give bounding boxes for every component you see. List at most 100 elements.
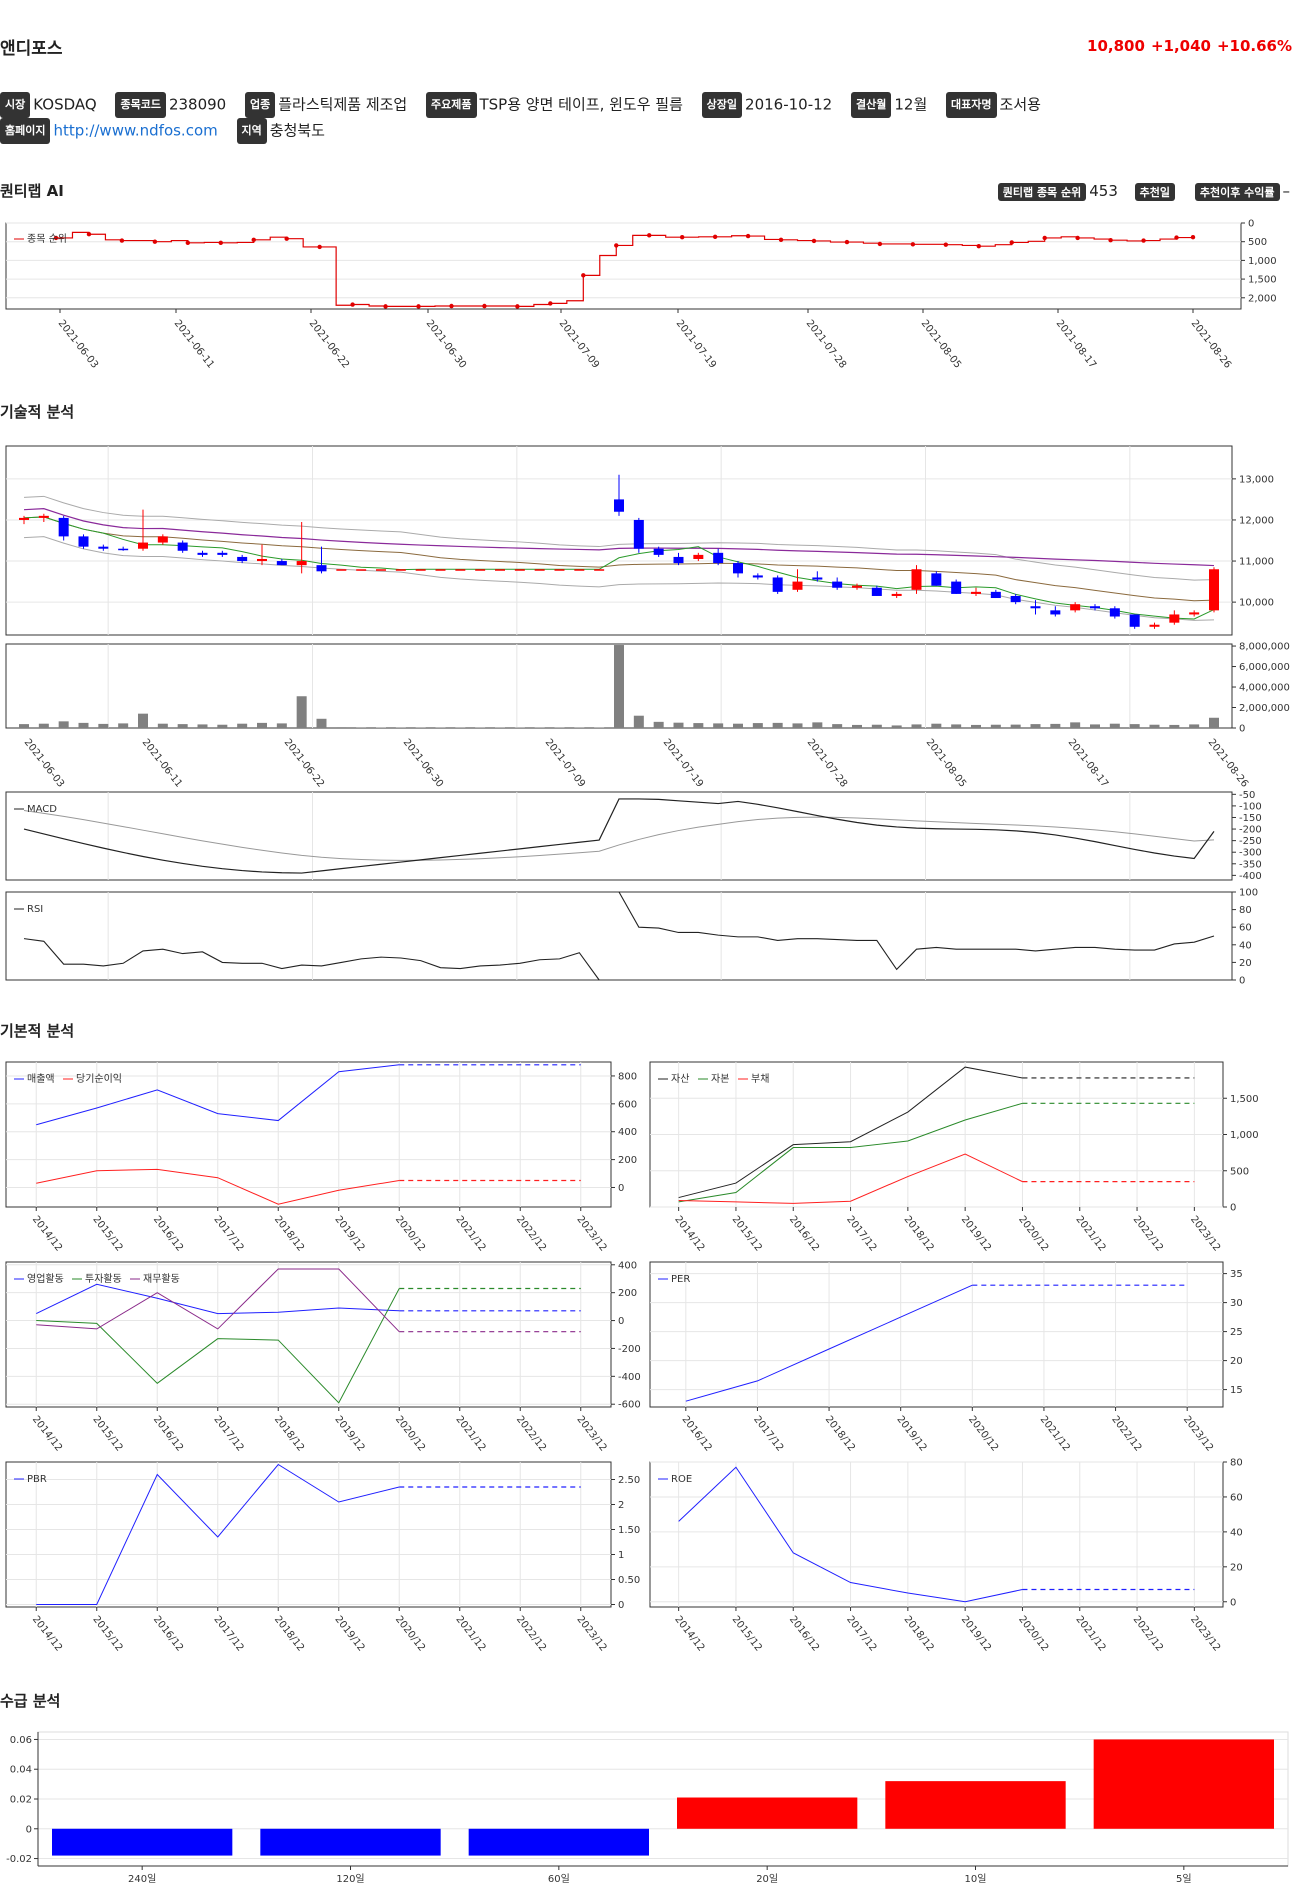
pbr-chart-ytick-label: 2 xyxy=(618,1500,624,1511)
volume-bar xyxy=(1010,724,1021,728)
volume-chart-ytick-label: 8,000,000 xyxy=(1239,642,1290,653)
candle-body xyxy=(197,552,208,555)
candle-body xyxy=(1090,606,1100,609)
rank-point xyxy=(581,273,586,278)
volume-bar xyxy=(693,723,704,728)
pbr-chart-ytick-label: 2.50 xyxy=(618,1475,640,1486)
supply-section-title: 수급 분석 xyxy=(0,1692,61,1710)
rsi-line xyxy=(23,938,600,981)
balance-chart-xtick-label: 2014/12 xyxy=(672,1214,706,1254)
candle-body xyxy=(1109,608,1120,617)
cashflow-chart-series-line xyxy=(36,1283,400,1315)
cashflow-chart-xtick-label: 2015/12 xyxy=(90,1414,124,1454)
macd-chart-ytick-label: -350 xyxy=(1239,859,1262,870)
candle-body xyxy=(395,569,406,571)
balance-chart-ytick-label: 500 xyxy=(1230,1166,1249,1177)
pbr-chart-ytick-label: 0 xyxy=(618,1600,624,1611)
roe-chart-series-line xyxy=(678,1466,1023,1603)
rsi-chart-ytick-label: 0 xyxy=(1239,976,1245,987)
balance-chart-series-line xyxy=(678,1153,1023,1204)
candle-body xyxy=(217,552,228,555)
rank-point xyxy=(548,301,553,306)
volume-chart-xtick-label: 2021-06-11 xyxy=(140,737,184,790)
roe-chart-xtick-label: 2019/12 xyxy=(959,1614,993,1654)
homepage-link[interactable]: http://www.ndfos.com xyxy=(53,121,218,140)
balance-chart-xtick-label: 2016/12 xyxy=(787,1214,821,1254)
per-chart-xtick-label: 2017/12 xyxy=(751,1414,785,1454)
supply-chart-xtick-label: 20일 xyxy=(756,1873,778,1885)
rank-chart-xtick-label: 2021-06-03 xyxy=(56,318,100,371)
candle-body xyxy=(574,569,585,571)
candle-body xyxy=(58,517,69,537)
ceo-tag: 대표자명 xyxy=(946,92,997,118)
candle-body xyxy=(276,561,287,566)
supply-bar xyxy=(260,1828,441,1856)
rank-point xyxy=(1075,235,1080,241)
sales-chart-xtick-label: 2014/12 xyxy=(30,1214,64,1254)
candle-body xyxy=(78,536,89,547)
ma60-line xyxy=(23,508,1215,567)
candle-body xyxy=(514,569,525,571)
pbr-chart-ytick-label: 0.50 xyxy=(618,1575,640,1586)
volume-chart-xtick-label: 2021-08-05 xyxy=(924,737,968,790)
rank-point xyxy=(251,237,256,243)
volume-bar xyxy=(990,724,1001,728)
code-item: 종목코드 238090 xyxy=(115,92,226,118)
macd-chart-frame xyxy=(5,791,1233,881)
pbr-chart-xtick-label: 2018/12 xyxy=(272,1614,306,1654)
supply-chart-ytick-label: -0.02 xyxy=(6,1854,32,1865)
rank-point xyxy=(383,304,388,309)
listing-item: 상장일 2016-10-12 xyxy=(701,92,832,118)
candle-body xyxy=(911,569,922,590)
per-chart-xtick-label: 2022/12 xyxy=(1109,1414,1143,1454)
rec-return-value: – xyxy=(1282,182,1291,200)
pbr-chart-xtick-label: 2015/12 xyxy=(90,1614,124,1654)
fundamental-section-title: 기본적 분석 xyxy=(0,1022,75,1040)
supply-chart-ytick-label: 0 xyxy=(26,1824,32,1835)
candle-body xyxy=(336,569,347,571)
rank-point xyxy=(647,233,652,238)
macd-signal-line xyxy=(23,810,1215,861)
candle-body xyxy=(673,556,684,564)
current-price: 10,800 xyxy=(1087,37,1145,55)
pbr-chart-xtick-label: 2017/12 xyxy=(211,1614,245,1654)
candle-body xyxy=(118,548,129,551)
volume-bar xyxy=(1129,724,1140,728)
macd-chart-ytick-label: -400 xyxy=(1239,871,1262,882)
roe-chart-xtick-label: 2014/12 xyxy=(672,1614,706,1654)
per-chart-series-line xyxy=(685,1284,973,1402)
candle-body xyxy=(356,569,367,571)
rsi-chart-ytick-label: 100 xyxy=(1239,888,1258,899)
volume-bar xyxy=(157,723,168,728)
cashflow-chart-ytick-label: -200 xyxy=(618,1344,641,1355)
listing-tag: 상장일 xyxy=(701,92,743,118)
fiscal-value: 12월 xyxy=(894,95,928,114)
sales-chart-frame xyxy=(5,1061,612,1208)
candle-body xyxy=(931,573,942,586)
balance-chart-xtick-label: 2019/12 xyxy=(959,1214,993,1254)
volume-bar xyxy=(951,724,962,728)
sales-chart-legend-label: 매출액 xyxy=(27,1073,55,1085)
candle-body xyxy=(693,554,704,559)
cashflow-chart-series-line xyxy=(36,1268,400,1333)
rsi-chart-legend-label: RSI xyxy=(27,904,43,915)
cashflow-chart-xtick-label: 2016/12 xyxy=(151,1414,185,1454)
sales-chart-xtick-label: 2016/12 xyxy=(151,1214,185,1254)
balance-chart-xtick-label: 2018/12 xyxy=(901,1214,935,1254)
volume-bar xyxy=(58,721,69,728)
product-tag: 주요제품 xyxy=(426,92,477,118)
ceo-value: 조서용 xyxy=(999,95,1041,114)
cashflow-chart-legend-label: 투자활동 xyxy=(85,1272,122,1285)
candle-body xyxy=(812,577,823,580)
cashflow-chart-ytick-label: 400 xyxy=(618,1260,637,1271)
rec-date-item: 추천일 xyxy=(1134,182,1178,201)
supply-chart-xtick-label: 240일 xyxy=(128,1873,156,1885)
sales-chart-ytick-label: 400 xyxy=(618,1127,637,1138)
candle-body xyxy=(891,593,902,596)
supply-bar xyxy=(52,1828,233,1856)
supply-chart-xtick-label: 5일 xyxy=(1176,1873,1192,1885)
per-chart-ytick-label: 30 xyxy=(1230,1298,1243,1309)
cashflow-chart-frame xyxy=(5,1261,612,1408)
candle-body xyxy=(772,577,783,592)
volume-bar xyxy=(376,727,386,728)
